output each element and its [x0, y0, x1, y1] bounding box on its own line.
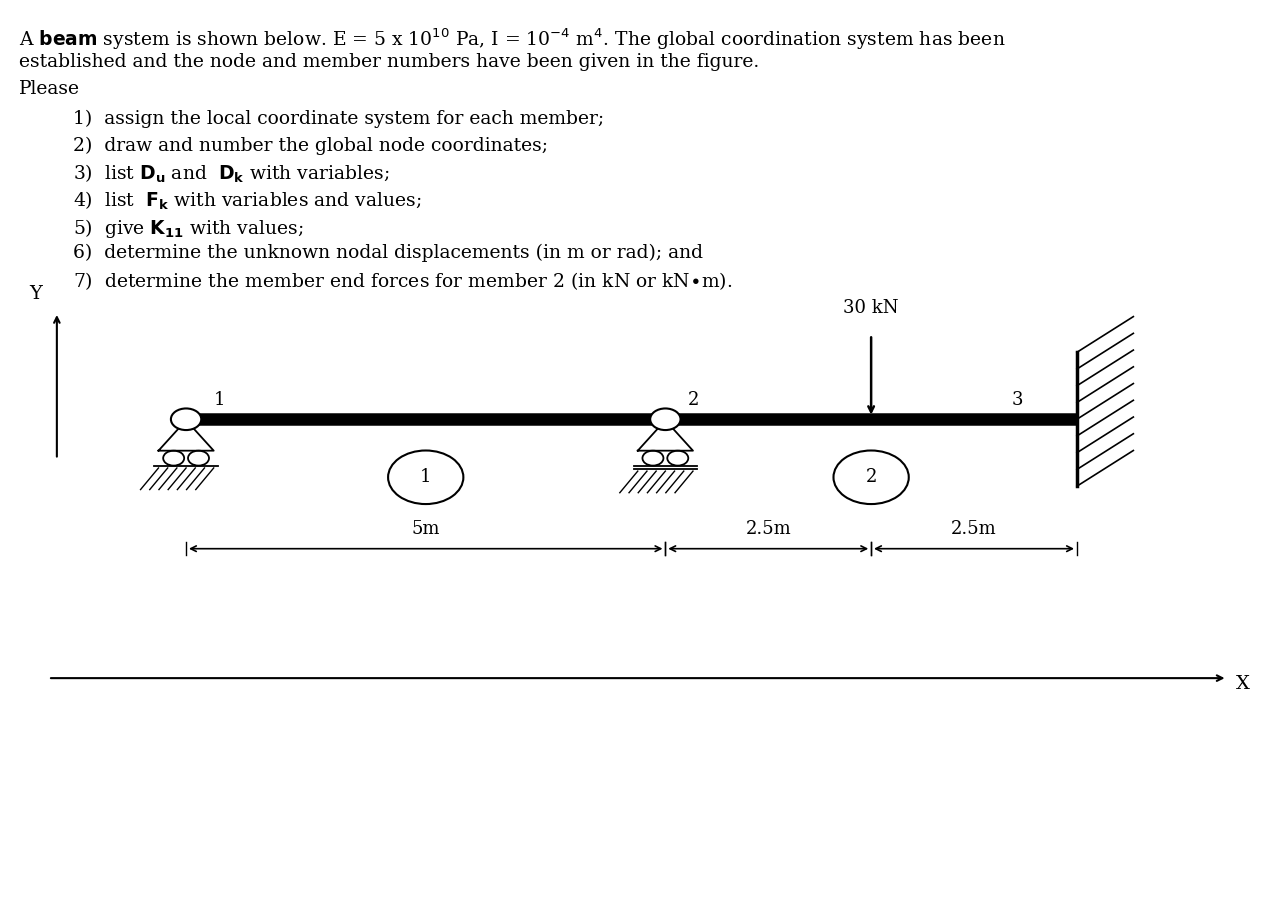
Text: 6)  determine the unknown nodal displacements (in m or rad); and: 6) determine the unknown nodal displacem…: [73, 243, 703, 261]
Text: 2.5m: 2.5m: [952, 520, 996, 538]
Text: Y: Y: [29, 286, 42, 304]
Text: A $\bf{beam}$ system is shown below. E = 5 x 10$^{10}$ Pa, I = 10$^{-4}$ m$^{4}$: A $\bf{beam}$ system is shown below. E =…: [19, 26, 1005, 52]
Circle shape: [650, 408, 680, 430]
Text: 2: 2: [688, 390, 699, 408]
Text: 5m: 5m: [412, 520, 440, 538]
Text: Please: Please: [19, 80, 80, 98]
Text: 7)  determine the member end forces for member 2 (in kN or kN$\bullet$m).: 7) determine the member end forces for m…: [73, 270, 733, 292]
Text: established and the node and member numbers have been given in the figure.: established and the node and member numb…: [19, 53, 759, 71]
Text: 2)  draw and number the global node coordinates;: 2) draw and number the global node coord…: [73, 136, 548, 155]
Text: 2: 2: [865, 469, 877, 487]
Text: 2.5m: 2.5m: [745, 520, 791, 538]
Text: 30 kN: 30 kN: [843, 298, 899, 316]
Text: X: X: [1236, 676, 1250, 694]
Text: 1)  assign the local coordinate system for each member;: 1) assign the local coordinate system fo…: [73, 110, 604, 128]
Text: 1: 1: [214, 390, 225, 408]
Circle shape: [171, 408, 201, 430]
Text: 1: 1: [420, 469, 432, 487]
Text: 4)  list  $\mathbf{F_k}$ with variables and values;: 4) list $\mathbf{F_k}$ with variables an…: [73, 190, 422, 212]
Text: 3)  list $\mathbf{D_u}$ and  $\mathbf{D_k}$ with variables;: 3) list $\mathbf{D_u}$ and $\mathbf{D_k}…: [73, 163, 390, 186]
Text: 3: 3: [1012, 390, 1023, 408]
Text: 5)  give $\mathbf{K_{11}}$ with values;: 5) give $\mathbf{K_{11}}$ with values;: [73, 216, 304, 240]
